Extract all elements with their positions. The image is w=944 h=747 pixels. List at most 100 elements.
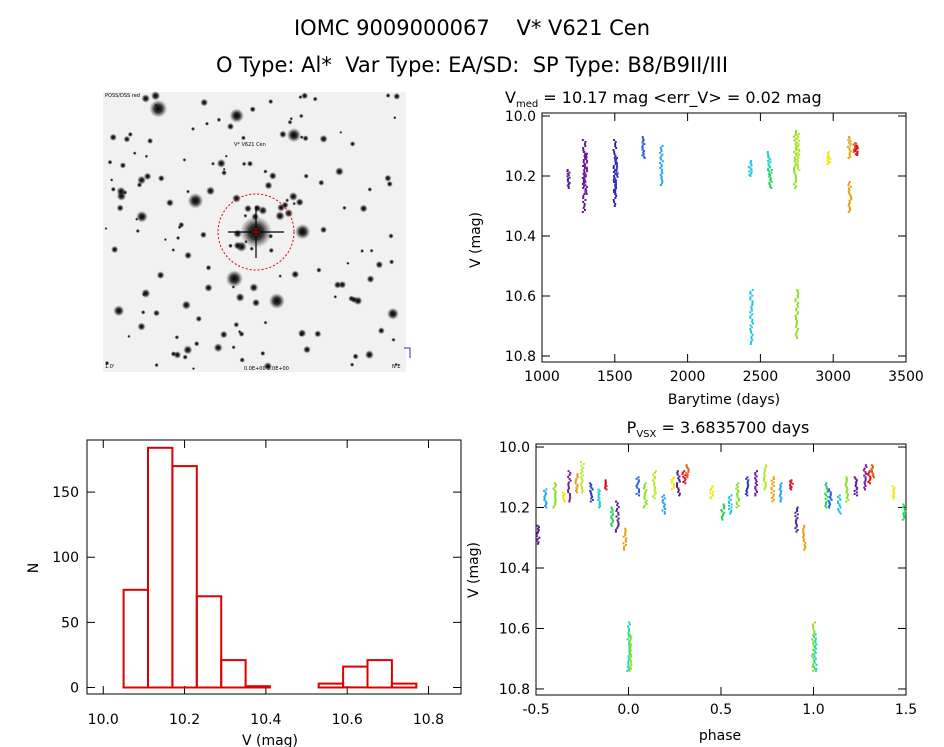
ph-point: [847, 498, 850, 501]
lc-point: [659, 151, 662, 154]
ph-point: [562, 498, 565, 501]
star: [239, 357, 245, 363]
ph-point: [814, 633, 817, 636]
ph-point: [790, 486, 793, 489]
ph-point: [627, 631, 630, 634]
ph-point: [904, 507, 906, 510]
ph-point: [611, 508, 614, 510]
star: [213, 343, 223, 353]
lc-point: [751, 294, 754, 297]
ph-ytick-label: 10.0: [499, 440, 530, 456]
lc-point: [749, 292, 752, 295]
ph-point: [870, 468, 873, 471]
lc-xtick-label: 3000: [815, 369, 851, 385]
ph-point: [762, 479, 765, 482]
ph-point: [677, 489, 680, 492]
lc-point: [795, 177, 797, 180]
star: [111, 245, 119, 254]
ph-point: [763, 488, 766, 491]
ph-point: [678, 478, 681, 481]
star: [249, 283, 259, 292]
lc-point: [797, 143, 800, 146]
ph-point: [826, 496, 829, 499]
lc-point: [614, 184, 616, 187]
ph-point: [778, 488, 781, 491]
hist-bar: [122, 588, 149, 689]
star: [263, 362, 273, 371]
lc-point: [582, 181, 585, 183]
ph-point: [562, 495, 565, 498]
star: [386, 180, 393, 188]
ph-point: [611, 509, 614, 512]
lc-point: [614, 182, 617, 185]
lc-point: [567, 174, 570, 177]
lc-point: [585, 156, 588, 159]
lc-point: [586, 166, 588, 169]
ph-point: [624, 532, 627, 535]
ph-point: [771, 497, 773, 499]
ph-point: [763, 478, 766, 480]
lc-point: [583, 177, 586, 180]
ph-point: [678, 480, 681, 483]
ph-point: [554, 497, 557, 500]
ph-point: [855, 482, 858, 485]
ph-point: [617, 523, 620, 526]
ph-point: [813, 646, 816, 649]
ph-point: [803, 526, 806, 529]
star: [314, 330, 322, 338]
ph-point: [864, 484, 867, 487]
ph-point: [574, 482, 577, 485]
lc-point: [768, 165, 771, 168]
ph-point: [651, 495, 654, 498]
lc-point: [584, 184, 587, 187]
hist-ytick-label: 100: [52, 550, 79, 566]
ph-point: [746, 476, 749, 479]
ph-point: [812, 657, 815, 660]
ph-point: [605, 488, 608, 491]
lc-point: [586, 170, 588, 173]
ph-point: [763, 471, 766, 474]
ph-point: [676, 470, 679, 473]
ph-point: [653, 493, 656, 496]
ph-point: [856, 486, 859, 489]
lc-point: [850, 198, 853, 201]
ph-point: [871, 472, 874, 475]
lc-point: [661, 160, 664, 163]
star: [224, 154, 228, 158]
ph-point: [824, 484, 827, 486]
lc-point: [612, 167, 615, 169]
ph-point: [645, 489, 648, 492]
ph-point: [804, 545, 807, 548]
ph-point: [709, 489, 712, 492]
star: [364, 350, 374, 360]
lc-ytick-label: 10.6: [505, 289, 536, 305]
ph-point: [545, 502, 548, 504]
lc-point: [659, 156, 662, 159]
hist-xtick-label: 10.4: [250, 712, 281, 728]
ph-point: [643, 484, 646, 486]
hist-bar: [220, 659, 247, 689]
star: [232, 194, 241, 203]
lc-point: [612, 165, 615, 167]
lc-point: [793, 166, 796, 169]
ph-point: [676, 485, 678, 488]
lc-point: [751, 313, 754, 316]
ph-point: [677, 477, 680, 480]
ph-point: [746, 480, 749, 483]
ph-point: [627, 659, 630, 662]
ph-point: [611, 514, 614, 517]
ph-point: [629, 661, 632, 664]
lc-point: [847, 136, 850, 138]
ph-point: [755, 489, 758, 492]
star: [191, 367, 196, 371]
ph-point: [868, 479, 871, 482]
ph-point: [722, 513, 725, 516]
ph-point: [812, 627, 815, 630]
lc-point: [848, 137, 851, 140]
lc-point: [854, 146, 857, 149]
ph-point: [845, 491, 848, 494]
ph-point: [627, 663, 630, 666]
ph-point: [671, 480, 674, 483]
ph-point: [598, 497, 601, 500]
ph-point: [789, 483, 792, 486]
